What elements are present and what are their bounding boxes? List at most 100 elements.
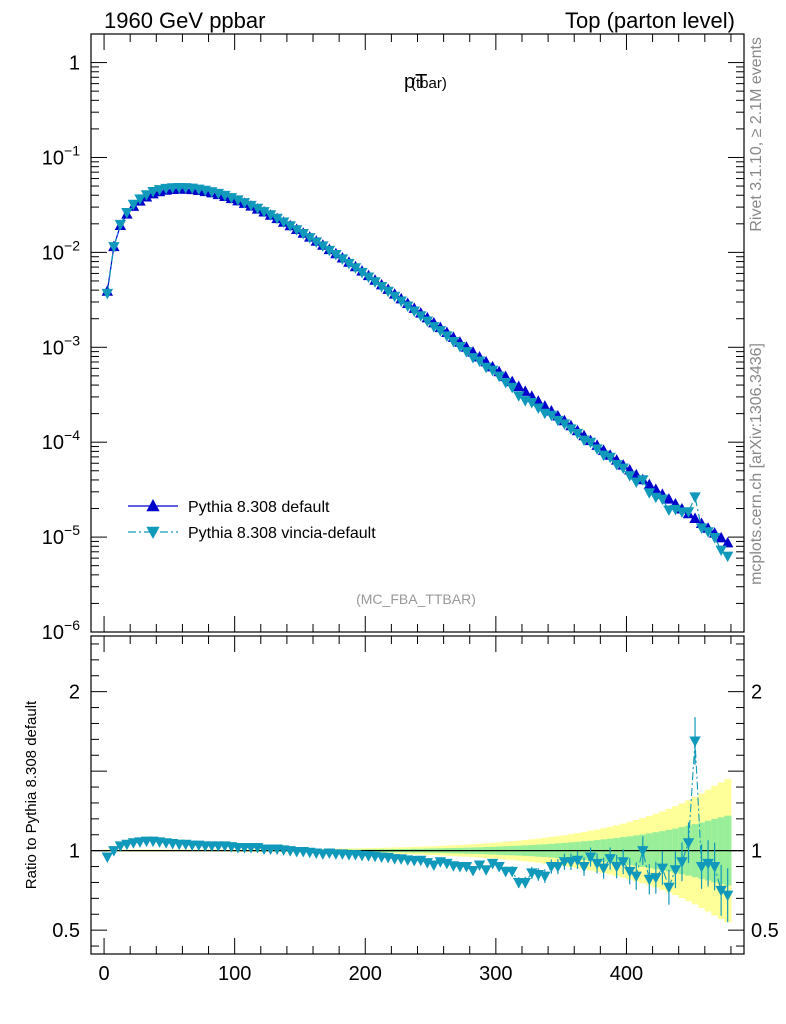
legend-label: Pythia 8.308 vincia-default (188, 525, 376, 542)
x-tick-label: 400 (610, 963, 643, 985)
data-point (323, 245, 336, 257)
data-point (682, 507, 695, 518)
ratio-data-point (624, 866, 636, 878)
ratio-data-point (695, 862, 708, 873)
data-point (349, 263, 362, 274)
data-point (493, 371, 505, 383)
data-point (643, 478, 656, 490)
ratio-y-tick-label-right: 2 (751, 682, 762, 704)
ratio-data-point (682, 838, 695, 849)
data-point (271, 213, 283, 225)
ratio-y-axis-label: Ratio to Pythia 8.308 default (23, 700, 40, 889)
data-point (571, 428, 584, 440)
ratio-data-point (689, 736, 701, 747)
data-point (486, 365, 499, 377)
series-line (106, 188, 729, 544)
ratio-ticks (91, 636, 744, 954)
legend-marker (146, 526, 160, 539)
data-point (232, 195, 244, 206)
ratio-data-point (480, 865, 492, 876)
ratio-data-point (565, 857, 577, 868)
data-point (108, 242, 120, 253)
mcplots-label: mcplots.cern.ch [arXiv:1306.3436] (748, 343, 765, 585)
data-point (513, 391, 525, 402)
ratio-y-tick-label-left: 2 (69, 682, 80, 704)
ratio-y-tick-label-right: 0.5 (751, 920, 779, 942)
main-y-tick-labels: 1 10−1 10−2 10−3 10−4 10−5 10−6 (42, 53, 80, 644)
data-point (121, 208, 133, 219)
main-title: pT (404, 71, 427, 93)
data-point (532, 395, 545, 406)
ratio-data-point (669, 865, 682, 876)
data-point (467, 353, 479, 364)
ratio-data-point (708, 862, 721, 873)
ratio-data-point (630, 871, 642, 883)
data-point (715, 531, 727, 543)
data-point (565, 424, 577, 435)
data-point (460, 347, 473, 358)
ratio-data-point (108, 846, 120, 857)
data-point (114, 219, 127, 231)
x-tick-label: 300 (479, 963, 512, 985)
ratio-data-point (591, 858, 603, 870)
data-point (290, 225, 303, 236)
data-point (369, 277, 381, 288)
analysis-tag: (MC_FBA_TTBAR) (356, 591, 476, 607)
main-panel: 1 10−1 10−2 10−3 10−4 10−5 10−6 pT (tbar) (MC_… (42, 33, 745, 644)
main-y-tick-label: 10−3 (42, 332, 80, 359)
data-point (591, 444, 603, 455)
data-point (284, 221, 296, 232)
ratio-data-point (656, 863, 669, 875)
data-point (480, 362, 492, 374)
data-point (721, 551, 734, 563)
ratio-data-point (506, 866, 518, 878)
data-point (532, 403, 545, 415)
data-point (499, 377, 512, 389)
ratio-data-point (571, 855, 584, 867)
data-point (264, 210, 277, 221)
ratio-data-point (493, 862, 505, 873)
data-point (689, 512, 701, 524)
data-point (441, 331, 453, 342)
data-point (258, 207, 270, 218)
ratio-y-tick-label-left: 0.5 (52, 920, 80, 942)
main-x-ticks (103, 34, 732, 632)
data-point (402, 301, 414, 313)
ratio-data-point (114, 841, 127, 852)
ratio-data-point (597, 863, 610, 875)
ratio-data-point (650, 873, 662, 884)
data-point (415, 311, 427, 322)
data-point (297, 229, 309, 240)
header-left: 1960 GeV ppbar (104, 8, 265, 33)
data-point (643, 488, 656, 499)
ratio-data-point (460, 862, 473, 873)
main-y-tick-label: 1 (69, 53, 80, 75)
data-point (513, 380, 525, 392)
data-point (153, 185, 166, 196)
legend-marker (146, 499, 160, 512)
ratio-data-point (663, 882, 675, 894)
ratio-data-point (519, 877, 531, 889)
data-point (454, 341, 466, 353)
data-point (715, 545, 727, 557)
ratio-series-layer (101, 717, 734, 923)
data-point (330, 250, 342, 261)
ratio-data-point (702, 858, 714, 870)
ratio-frame (90, 635, 745, 955)
data-point (702, 527, 714, 538)
data-point (336, 254, 349, 265)
ratio-y-tick-labels: 0.5 0.5 1 1 2 2 (52, 682, 779, 943)
data-point (147, 187, 159, 198)
data-point (375, 281, 388, 293)
ratio-data-point (604, 854, 616, 865)
header-right: Top (parton level) (565, 8, 735, 33)
data-point (428, 322, 440, 333)
main-y-tick-label: 10−6 (42, 617, 80, 644)
data-point (421, 316, 433, 328)
data-point (617, 463, 629, 475)
ratio-data-point (578, 862, 590, 873)
x-tick-label: 0 (98, 963, 109, 985)
ratio-data-point (584, 852, 597, 864)
data-point (317, 241, 329, 252)
data-point (127, 199, 140, 211)
